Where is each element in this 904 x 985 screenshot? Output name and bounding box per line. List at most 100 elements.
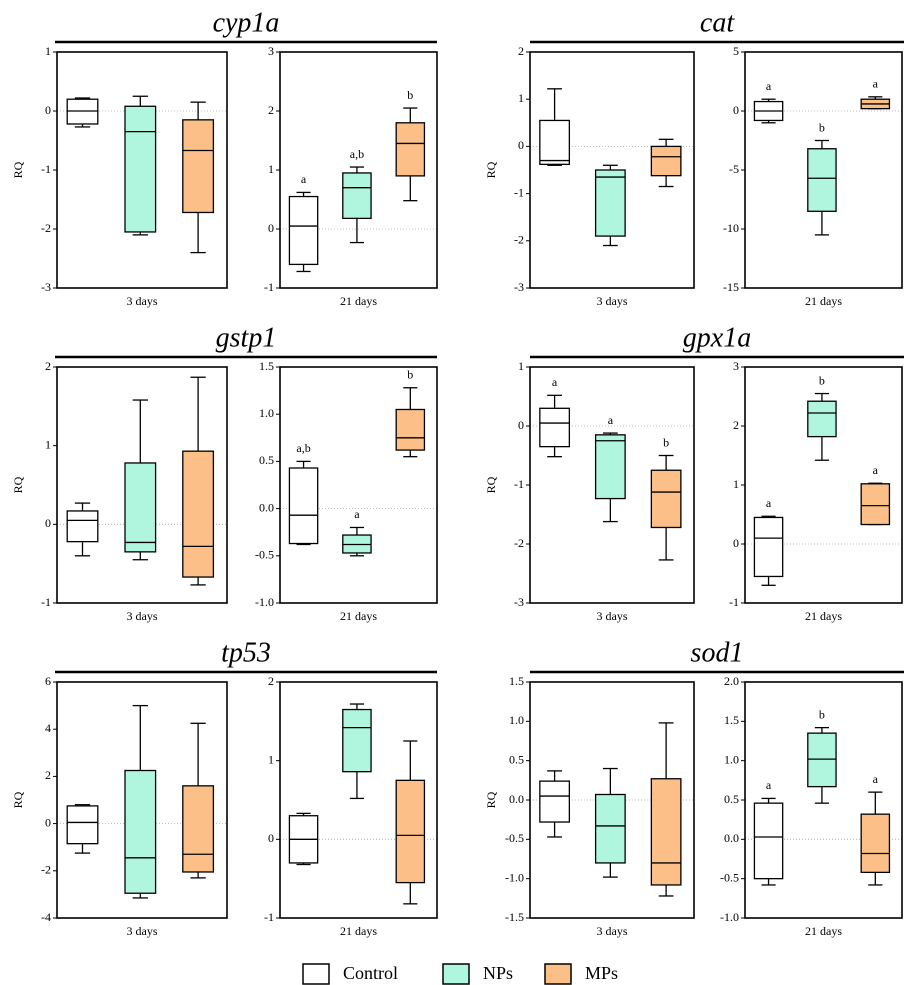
box: [66, 805, 99, 845]
y-tick-label: 1: [518, 91, 524, 105]
legend-label: MPs: [585, 963, 618, 983]
y-tick-label: 0: [45, 516, 51, 530]
box: [182, 119, 215, 214]
x-axis-label: 3 days: [127, 924, 158, 938]
panel-frame: [744, 51, 903, 289]
y-tick-label: -1.0: [255, 595, 274, 609]
box: [539, 407, 571, 448]
y-tick-label: 2: [733, 418, 739, 432]
y-tick-label: 1: [268, 752, 274, 766]
y-tick-label: 0: [733, 536, 739, 550]
box: [539, 780, 571, 823]
y-tick-label: 2: [268, 674, 274, 688]
y-tick-label: 0: [518, 418, 524, 432]
y-tick-label: 2: [518, 44, 524, 58]
significance-letter: a: [873, 77, 879, 91]
y-tick-label: 1.0: [259, 406, 274, 420]
y-tick-label: 2: [268, 103, 274, 117]
y-tick-label: 3: [733, 359, 739, 373]
box: [753, 802, 784, 880]
y-tick-label: 1: [518, 359, 524, 373]
y-tick-label: 0: [45, 815, 51, 829]
panel-frame: [529, 366, 695, 604]
y-tick-label: -2: [41, 221, 51, 235]
y-tick-label: 0: [268, 221, 274, 235]
y-tick-label: -2: [41, 863, 51, 877]
box: [342, 172, 372, 220]
box: [650, 778, 682, 886]
significance-letter: a,b: [350, 147, 364, 161]
box: [124, 462, 157, 553]
y-tick-label: 0: [268, 831, 274, 845]
y-tick-label: -0.5: [505, 831, 524, 845]
box: [182, 450, 215, 578]
y-tick-label: -1.5: [505, 910, 524, 924]
x-axis-label: 3 days: [597, 609, 628, 623]
y-axis-label: RQ: [11, 161, 25, 178]
significance-letter: b: [407, 368, 413, 382]
panel-frame: [56, 51, 228, 289]
panel-frame: [744, 681, 903, 919]
x-axis-label: 3 days: [127, 294, 158, 308]
legend-label: NPs: [483, 963, 513, 983]
y-tick-label: -3: [514, 595, 524, 609]
y-axis-label: RQ: [484, 161, 498, 178]
y-tick-label: 1.5: [724, 713, 739, 727]
y-tick-label: -1: [729, 595, 739, 609]
y-tick-label: 1.5: [509, 674, 524, 688]
y-tick-label: 0.0: [259, 500, 274, 514]
y-tick-label: 0.0: [509, 792, 524, 806]
panel-frame: [56, 366, 228, 604]
y-tick-label: -0.5: [255, 548, 274, 562]
x-axis-label: 21 days: [805, 294, 842, 308]
y-tick-label: -1: [264, 280, 274, 294]
panel-frame: [529, 681, 695, 919]
x-axis-label: 3 days: [597, 294, 628, 308]
significance-letter: b: [819, 707, 825, 721]
y-tick-label: -1.0: [505, 870, 524, 884]
panel-frame: [56, 681, 228, 919]
box: [594, 434, 626, 500]
y-tick-label: 2: [45, 768, 51, 782]
y-tick-label: 0: [518, 138, 524, 152]
x-axis-label: 21 days: [340, 609, 377, 623]
y-tick-label: -4: [41, 910, 51, 924]
y-tick-label: 0: [733, 103, 739, 117]
panel-frame: [279, 51, 438, 289]
y-tick-label: 1.0: [509, 713, 524, 727]
y-tick-label: 1: [268, 162, 274, 176]
significance-letter: a: [608, 413, 614, 427]
y-tick-label: 1: [733, 477, 739, 491]
y-tick-label: -3: [514, 280, 524, 294]
y-axis-label: RQ: [484, 476, 498, 493]
y-tick-label: -0.5: [720, 870, 739, 884]
box: [650, 145, 682, 177]
box: [807, 400, 837, 438]
gene-title: cyp1a: [213, 7, 280, 38]
significance-letter: b: [663, 435, 669, 449]
y-tick-label: -1: [514, 477, 524, 491]
box: [395, 122, 426, 177]
y-tick-label: 0.5: [724, 792, 739, 806]
gene-title: cat: [700, 7, 735, 38]
gene-title: sod1: [691, 637, 744, 668]
y-tick-label: -1: [514, 185, 524, 199]
legend-swatch: [544, 963, 572, 985]
significance-letter: a: [552, 375, 558, 389]
significance-letter: b: [407, 88, 413, 102]
panel-frame: [744, 366, 903, 604]
y-tick-label: 6: [45, 674, 51, 688]
y-tick-label: 0.5: [509, 752, 524, 766]
significance-letter: a: [301, 172, 307, 186]
box: [288, 467, 319, 545]
x-axis-label: 21 days: [340, 924, 377, 938]
y-tick-label: 0: [45, 103, 51, 117]
box: [807, 732, 837, 788]
x-axis-label: 21 days: [340, 294, 377, 308]
y-tick-label: -2: [514, 536, 524, 550]
box: [288, 195, 319, 266]
y-axis-label: RQ: [11, 791, 25, 808]
y-tick-label: -15: [723, 280, 739, 294]
y-tick-label: -1.0: [720, 910, 739, 924]
